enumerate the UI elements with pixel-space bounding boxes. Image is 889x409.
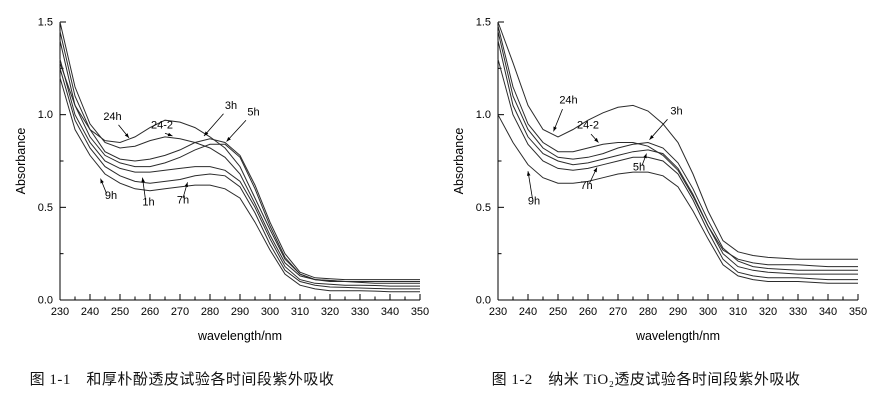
annotation-arrowhead [649,135,654,140]
annotation-7h: 7h [177,195,189,207]
y-axis-title: Absorbance [14,128,28,195]
series-24h [497,21,858,260]
series-5h [497,40,858,275]
x-axis-title: wavelength/nm [635,329,720,343]
series-24h [59,62,420,284]
annotation-arrowhead [184,182,188,188]
x-tick-label: 240 [519,306,537,318]
annotation-1h: 1h [142,196,154,208]
x-tick-label: 230 [51,306,69,318]
uv-absorbance-chart-magnolol: 230 240 250 260 270 280 290 300 310 320 330 340 350 0… [14,17,429,344]
x-tick-label: 330 [789,306,807,318]
x-tick-label: 300 [261,306,279,318]
x-tick-label: 320 [759,306,777,318]
annotation-24-2: 24-2 [151,120,173,132]
annotation-5h: 5h [633,161,645,173]
series-9h [497,114,858,284]
x-tick-label: 320 [321,306,339,318]
x-tick-label: 250 [111,306,129,318]
x-tick-label: 350 [411,306,429,318]
x-tick-label: 330 [351,306,369,318]
annotation-arrowhead [167,132,173,137]
x-tick-label: 290 [669,306,687,318]
y-tick-label: 1.5 [38,17,53,29]
x-axis-title: wavelength/nm [197,329,282,343]
series-24-2 [497,25,858,268]
annotation-24-2: 24-2 [577,120,599,132]
annotation-leader-line [226,119,247,142]
series-7h [59,68,420,290]
x-tick-label: 240 [81,306,99,318]
y-tick-label: 0.0 [476,295,491,307]
x-tick-label: 340 [381,306,399,318]
x-tick-label: 310 [729,306,747,318]
annotation-9h: 9h [105,190,117,202]
annotation-arrowhead [593,167,597,173]
y-tick-label: 0.5 [38,202,53,214]
y-tick-label: 0.0 [38,295,53,307]
y-tick-label: 1.5 [476,17,491,29]
x-tick-label: 290 [231,306,249,318]
annotation-arrowhead [226,137,231,142]
annotation-arrowhead [643,153,647,159]
x-tick-label: 260 [141,306,159,318]
y-tick-label: 0.5 [476,202,491,214]
annotation-7h: 7h [580,180,592,192]
series-7h [497,58,858,281]
annotation-arrowhead [526,171,531,176]
annotation-arrowhead [124,133,129,138]
figure-caption-1: 图 1-1 和厚朴酚透皮试验各时间段紫外吸收 [29,372,335,388]
x-tick-label: 230 [489,306,507,318]
annotation-24h: 24h [559,95,577,107]
annotation-arrowhead [100,178,104,184]
x-tick-label: 270 [609,306,627,318]
series-1h [59,58,420,287]
x-tick-label: 310 [291,306,309,318]
annotation-leader-line [649,119,668,140]
x-tick-label: 350 [849,306,867,318]
x-tick-label: 300 [699,306,717,318]
annotation-leader-line [203,113,224,137]
annotation-arrowhead [141,177,145,183]
y-tick-label: 1.0 [476,109,491,121]
annotation-9h: 9h [528,196,540,208]
series-24-2 [59,21,420,282]
series-3h [497,31,858,271]
annotation-arrowhead [553,126,557,132]
x-tick-label: 280 [201,306,219,318]
x-tick-label: 270 [171,306,189,318]
y-tick-label: 1.0 [38,109,53,121]
series-5h [59,40,420,282]
annotation-arrowhead [204,131,209,136]
annotation-leader-line [527,171,533,200]
x-tick-label: 250 [549,306,567,318]
x-tick-label: 260 [579,306,597,318]
series-9h [59,77,420,293]
x-tick-label: 340 [819,306,837,318]
y-axis-title: Absorbance [452,128,466,195]
annotation-3h: 3h [225,100,237,112]
annotation-3h: 3h [670,106,682,118]
uv-absorbance-chart-nano-tio2: 230 240 250 260 270 280 290 300 310 320 330 340 350 0… [452,17,867,344]
series-3h [59,31,420,281]
figure-caption-2: 图 1-2 纳米 TiO₂透皮试验各时间段紫外吸收 [491,372,801,388]
annotation-arrowhead [594,137,599,143]
annotation-5h: 5h [247,107,259,119]
x-tick-label: 280 [639,306,657,318]
annotation-24h: 24h [103,111,121,123]
